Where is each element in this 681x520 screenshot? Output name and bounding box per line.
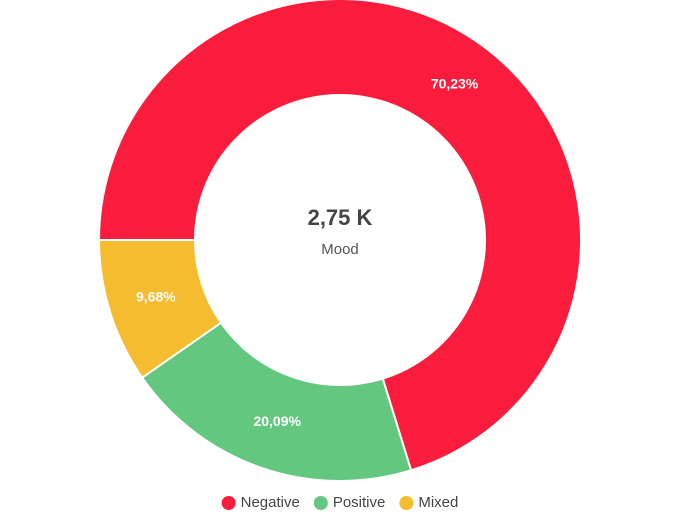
legend-marker: [313, 496, 328, 510]
legend-label: Mixed: [418, 494, 458, 511]
legend-marker: [399, 496, 414, 510]
donut-slice: [97, 0, 582, 472]
legend-label: Positive: [333, 494, 386, 511]
legend-label: Negative: [241, 494, 300, 511]
data-label: 20,09%: [253, 413, 301, 429]
data-label: 70,23%: [431, 75, 479, 91]
center-label: Mood: [321, 241, 359, 258]
data-label: 9,68%: [136, 288, 176, 304]
donut-slice: [140, 321, 413, 482]
legend-marker: [221, 496, 236, 510]
center-value: 2,75 K: [308, 205, 373, 230]
legend: Negative Positive Mixed: [221, 494, 458, 511]
